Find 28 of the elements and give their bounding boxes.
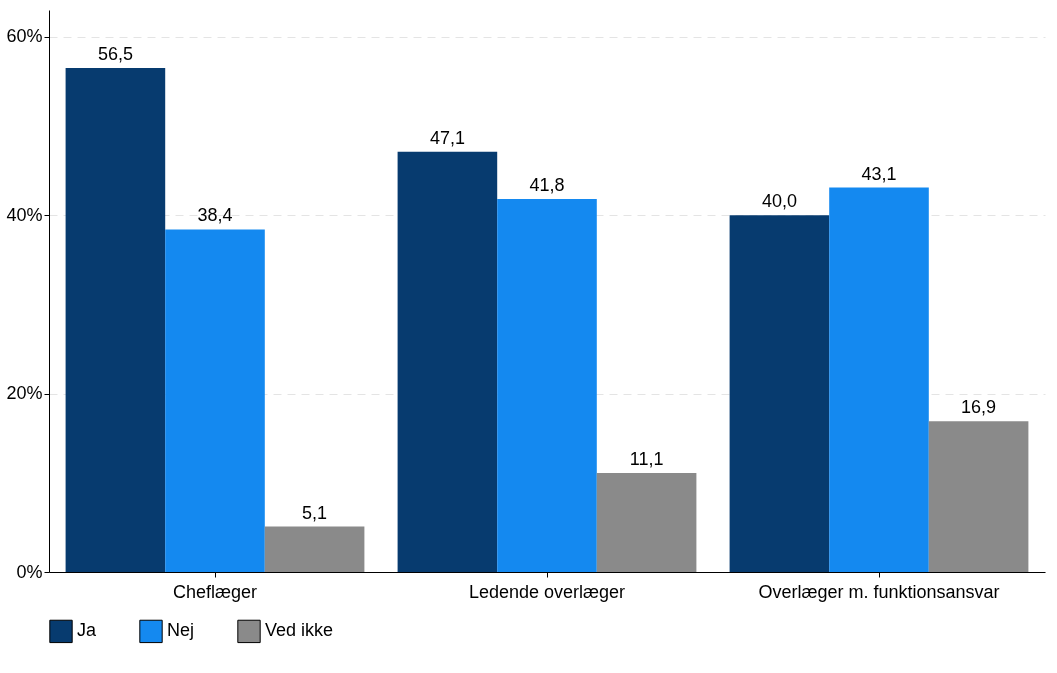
bar: [596, 472, 697, 572]
legend-label: Ved ikke: [265, 620, 334, 641]
bar: [397, 151, 498, 572]
x-tick-label: Cheflæger: [172, 581, 258, 602]
y-tick-label: 60%: [6, 26, 43, 47]
data-label: 43,1: [861, 163, 897, 184]
bar: [264, 526, 365, 572]
x-tick-label: Overlæger m. funktionsansvar: [758, 581, 1000, 602]
data-label: 5,1: [302, 502, 328, 523]
bar: [928, 421, 1029, 572]
data-label: 47,1: [429, 127, 465, 148]
bar: [65, 67, 166, 572]
legend-label: Nej: [167, 620, 195, 641]
data-label: 56,5: [97, 43, 133, 64]
y-tick-label: 0%: [16, 561, 43, 582]
data-label: 38,4: [197, 205, 233, 226]
bar: [497, 199, 597, 572]
y-tick-label: 40%: [6, 204, 43, 225]
bar: [829, 187, 929, 572]
data-label: 11,1: [629, 448, 664, 469]
bar: [165, 229, 265, 572]
y-tick-label: 20%: [6, 383, 43, 404]
data-label: 41,8: [529, 175, 565, 196]
bar: [729, 215, 830, 572]
legend-label: Ja: [77, 620, 97, 641]
data-label: 40,0: [761, 191, 797, 212]
x-tick-label: Ledende overlæger: [468, 581, 626, 602]
data-label: 16,9: [961, 397, 997, 418]
